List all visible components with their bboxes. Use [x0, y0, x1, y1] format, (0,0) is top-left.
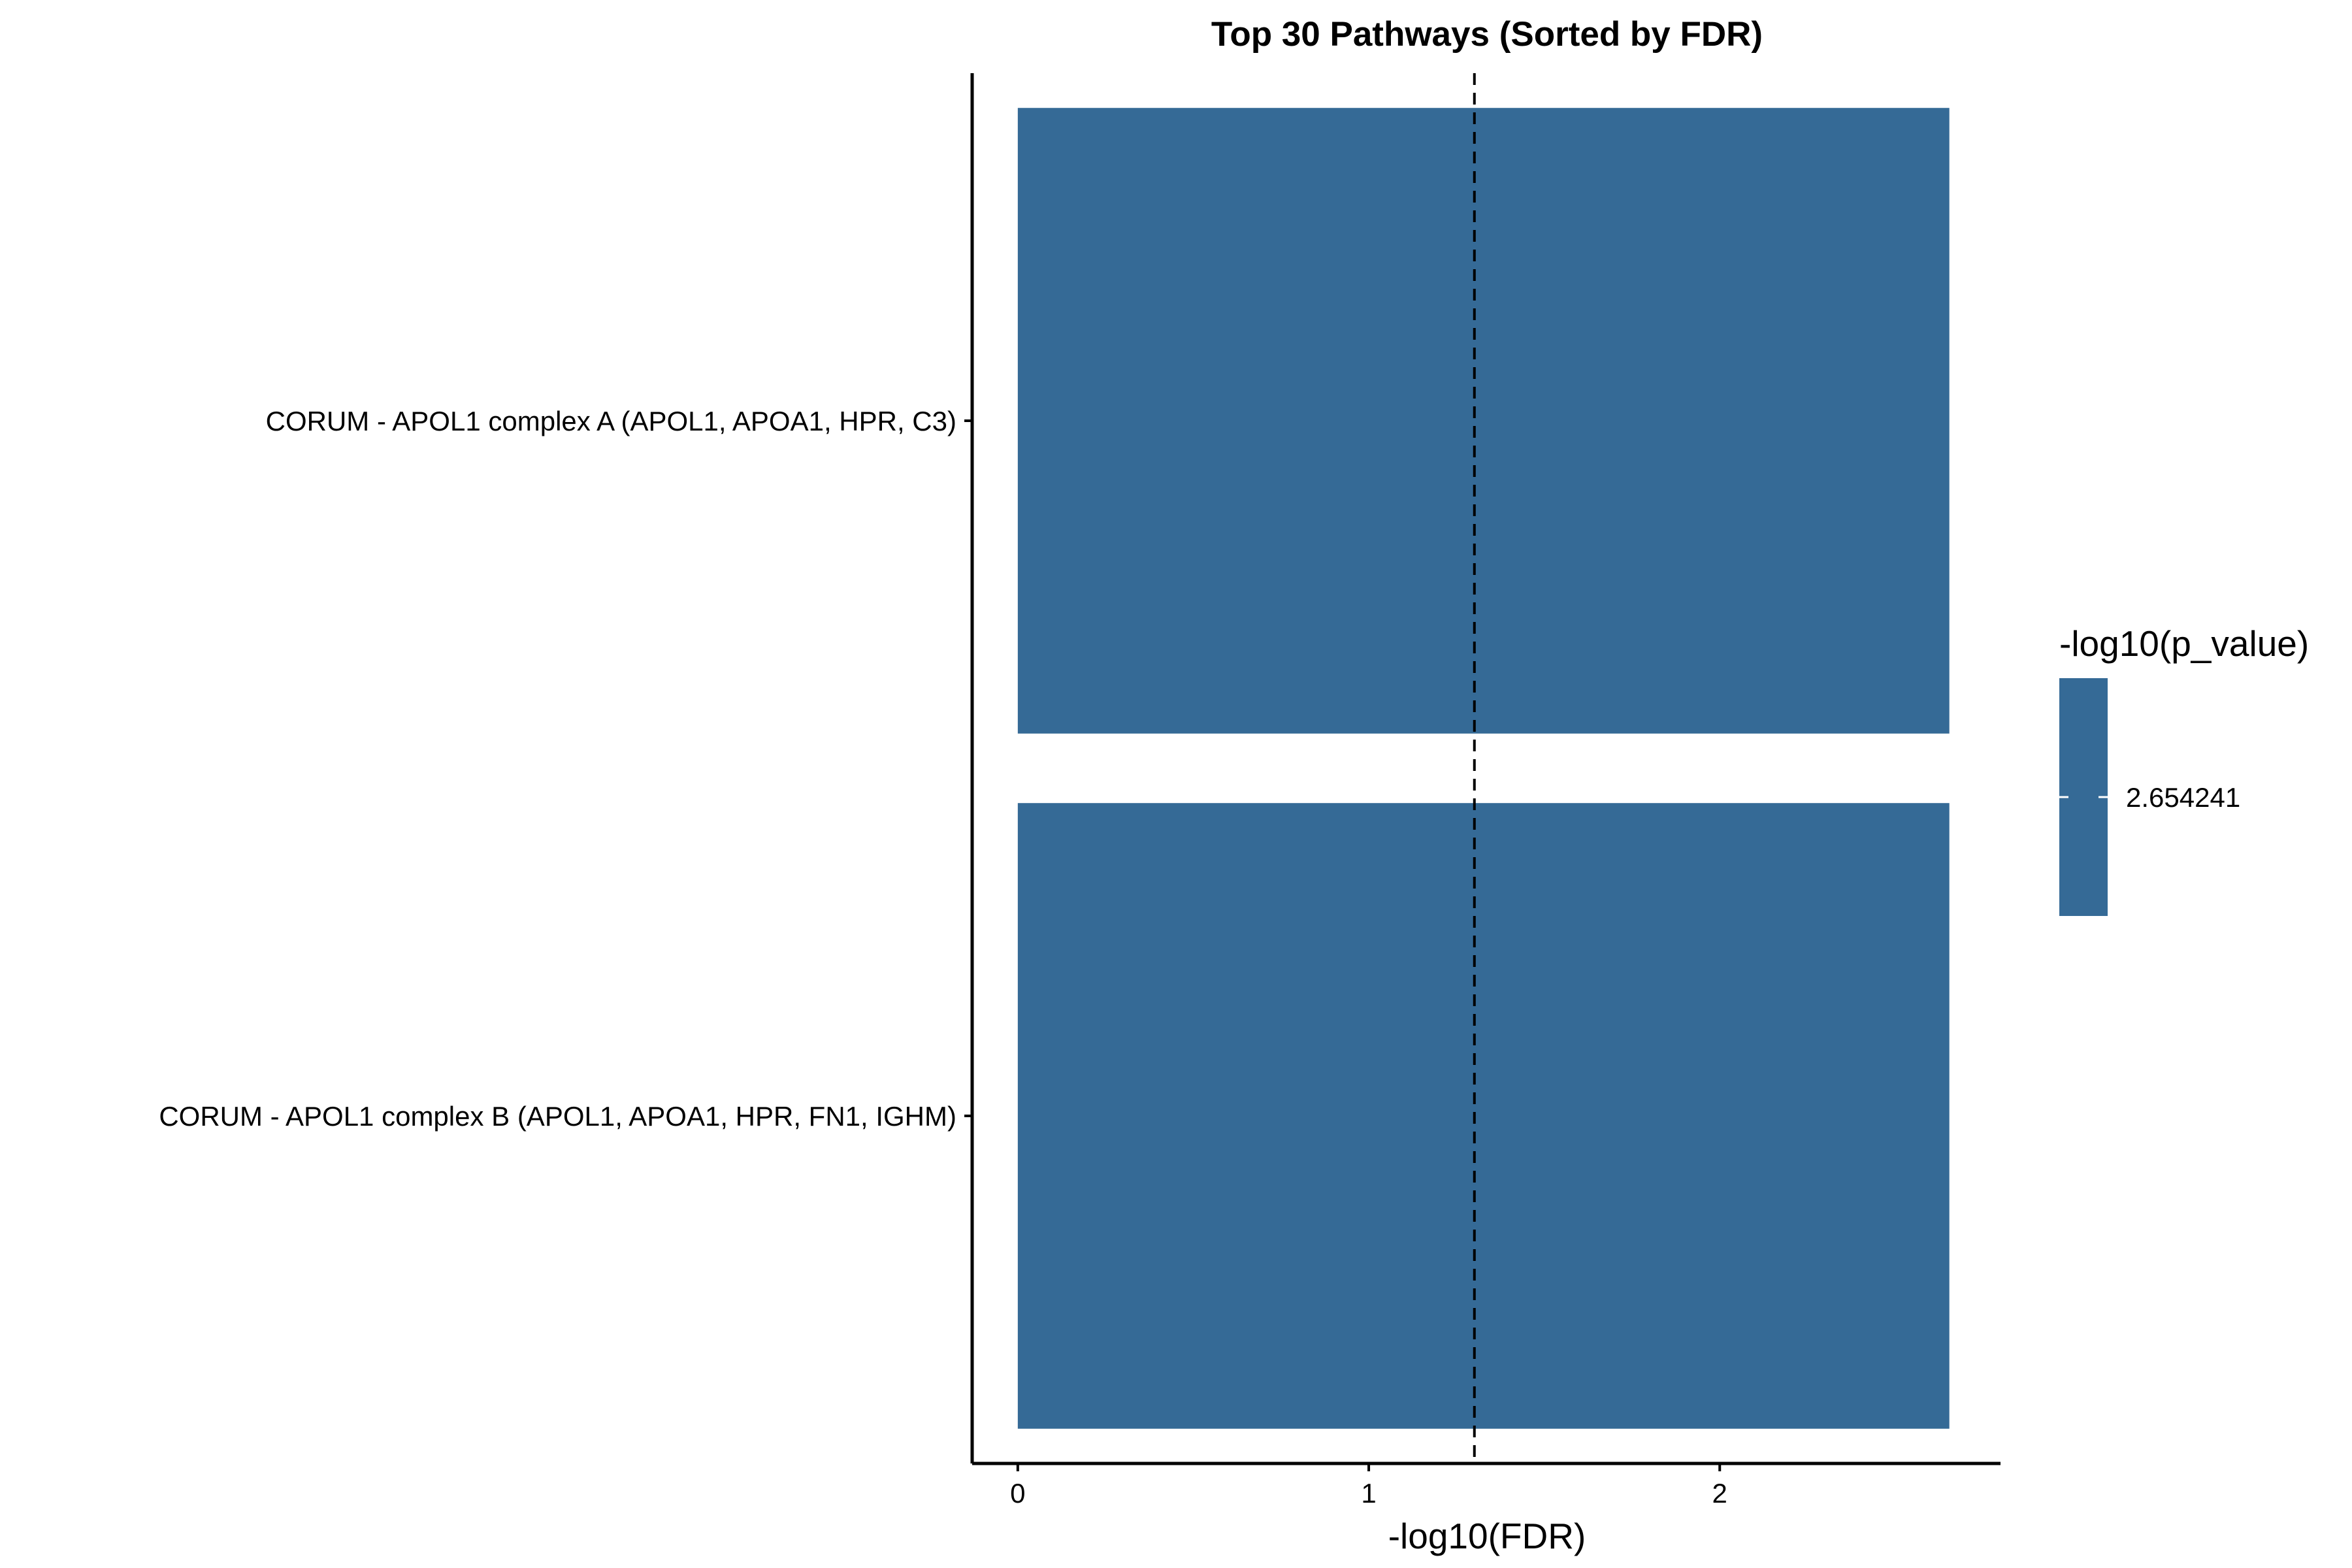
x-tick-label: 0: [1010, 1478, 1025, 1509]
bars-group: [1017, 108, 1950, 1429]
chart-title: Top 30 Pathways (Sorted by FDR): [1211, 15, 1763, 54]
x-tick-label: 2: [1712, 1478, 1727, 1509]
y-tick-label: CORUM - APOL1 complex A (APOL1, APOA1, H…: [266, 406, 956, 436]
legend-title: -log10(p_value): [2059, 623, 2309, 664]
legend-label: 2.654241: [2126, 782, 2240, 813]
x-axis-label: -log10(FDR): [1388, 1516, 1586, 1556]
legend: -log10(p_value) 2.654241: [2059, 623, 2309, 916]
x-axis-ticks: 0 1 2: [1010, 1463, 1727, 1509]
y-axis-ticks: CORUM - APOL1 complex A (APOL1, APOA1, H…: [159, 406, 972, 1132]
y-tick-label: CORUM - APOL1 complex B (APOL1, APOA1, H…: [159, 1101, 956, 1132]
bar-1: [1017, 108, 1950, 734]
bar-2: [1017, 803, 1950, 1429]
x-tick-label: 1: [1361, 1478, 1376, 1509]
